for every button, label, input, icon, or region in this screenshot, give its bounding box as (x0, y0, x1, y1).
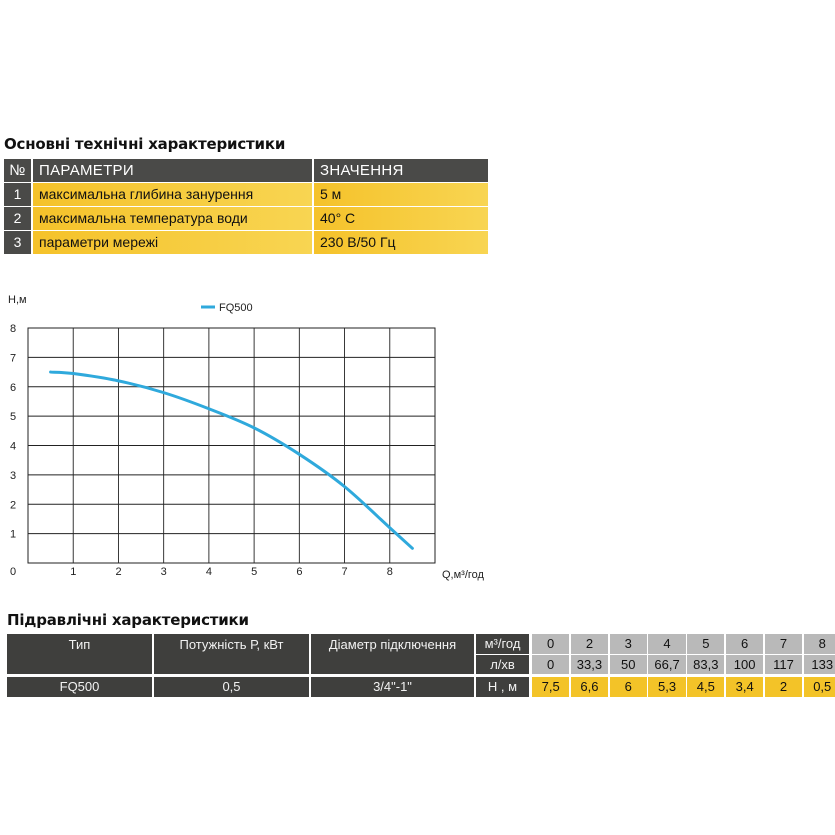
chart-y-tick-label: 2 (10, 499, 16, 511)
chart-y-tick-label: 8 (10, 323, 16, 335)
hyd-h-value: 3,4 (726, 677, 764, 697)
hyd-q-m3-value: 6 (726, 634, 764, 654)
chart-y-tick-label: 0 (10, 566, 16, 578)
specs-row-num: 2 (4, 207, 31, 230)
chart-x-tick-label: 5 (251, 566, 257, 578)
chart-legend-label: FQ500 (219, 302, 253, 314)
hyd-q-lmin-value: 66,7 (648, 655, 686, 674)
hyd-q-lmin-value: 100 (726, 655, 764, 674)
specs-row: 2 максимальна температура води 40° С (4, 207, 488, 230)
chart-y-tick-label: 3 (10, 470, 16, 482)
hyd-header-diameter: Діаметр підключення (311, 634, 474, 674)
hyd-h-value: 6,6 (570, 677, 609, 697)
chart-x-tick-label: 1 (70, 566, 76, 578)
hyd-q-m3-value: 7 (764, 634, 803, 654)
specs-row-param: параметри мережі (33, 231, 312, 254)
specs-header-num: № (4, 159, 31, 182)
chart-y-tick-label: 1 (10, 529, 16, 541)
hyd-q-m3-value: 2 (570, 634, 609, 654)
chart-grid (27, 327, 436, 564)
hyd-q-lmin-value: 83,3 (687, 655, 725, 674)
hyd-row-type: FQ500 (7, 677, 152, 697)
specs-header-param: ПАРАМЕТРИ (33, 159, 312, 182)
hyd-h-value: 2 (764, 677, 803, 697)
hyd-q-lmin-value: 133 (803, 655, 835, 674)
hyd-q-m3-value: 4 (648, 634, 686, 654)
specs-row-value: 40° С (314, 207, 488, 230)
chart-y-tick-label: 4 (10, 441, 16, 453)
chart-y-tick-label: 6 (10, 382, 16, 394)
hyd-q-lmin-value: 0 (532, 655, 570, 674)
chart-y-tick-label: 7 (10, 352, 16, 364)
hyd-q-lmin-value: 33,3 (570, 655, 609, 674)
hydraulic-table: Тип Потужність Р, кВт Діаметр підключенн… (7, 634, 835, 698)
chart-x-ticks: 1 2 3 4 5 6 7 8 (70, 566, 393, 578)
chart-y-ticks: 0 1 2 3 4 5 6 7 8 (10, 323, 16, 578)
specs-row-num: 3 (4, 231, 31, 254)
specs-row-param: максимальна температура води (33, 207, 312, 230)
specs-row-param: максимальна глибина занурення (33, 183, 312, 206)
hyd-q-lmin-label: л/хв (476, 655, 529, 674)
hyd-q-lmin-value: 117 (764, 655, 803, 674)
hyd-q-m3-value: 5 (687, 634, 725, 654)
hyd-row-power: 0,5 (154, 677, 309, 697)
hyd-h-value: 4,5 (687, 677, 725, 697)
chart-x-tick-label: 8 (387, 566, 393, 578)
hydraulic-title: Підравлічні характеристики (7, 611, 249, 629)
specs-table: № ПАРАМЕТРИ ЗНАЧЕННЯ 1 максимальна глиби… (4, 159, 488, 255)
hyd-row-diameter: 3/4"-1" (311, 677, 474, 697)
hyd-h-value: 7,5 (532, 677, 570, 697)
specs-row-value: 230 В/50 Гц (314, 231, 488, 254)
hyd-q-m3-value: 8 (803, 634, 835, 654)
hyd-header-type: Тип (7, 634, 152, 674)
pump-curve-chart: 0 1 2 3 4 5 6 7 8 1 2 3 4 5 6 7 8 FQ500 Н,м Q,м³/год (8, 294, 485, 581)
chart-y-axis-label: Н,м (8, 294, 27, 306)
hyd-header-power: Потужність Р, кВт (154, 634, 309, 674)
specs-header-value: ЗНАЧЕННЯ (314, 159, 488, 182)
hyd-h-value: 5,3 (648, 677, 686, 697)
chart-x-tick-label: 4 (206, 566, 212, 578)
hyd-h-value: 0,5 (803, 677, 835, 697)
chart-x-tick-label: 7 (342, 566, 348, 578)
chart-x-tick-label: 3 (161, 566, 167, 578)
chart-series-line-fq500 (49, 370, 414, 550)
chart-x-axis-label: Q,м³/год (442, 569, 485, 581)
specs-title: Основні технічні характеристики (4, 135, 286, 153)
hyd-q-lmin-value: 50 (609, 655, 647, 674)
chart-x-tick-label: 2 (115, 566, 121, 578)
specs-row-value: 5 м (314, 183, 488, 206)
hyd-q-m3-value: 3 (609, 634, 647, 654)
hyd-q-m3-label: м³/год (476, 634, 529, 654)
hyd-h-value: 6 (609, 677, 647, 697)
specs-row-num: 1 (4, 183, 31, 206)
specs-header-row: № ПАРАМЕТРИ ЗНАЧЕННЯ (4, 159, 488, 182)
specs-row: 1 максимальна глибина занурення 5 м (4, 183, 488, 206)
specs-row: 3 параметри мережі 230 В/50 Гц (4, 231, 488, 254)
hyd-h-label: Н , м (476, 677, 529, 697)
chart-x-tick-label: 6 (296, 566, 302, 578)
hyd-q-m3-value: 0 (532, 634, 570, 654)
chart-y-tick-label: 5 (10, 411, 16, 423)
